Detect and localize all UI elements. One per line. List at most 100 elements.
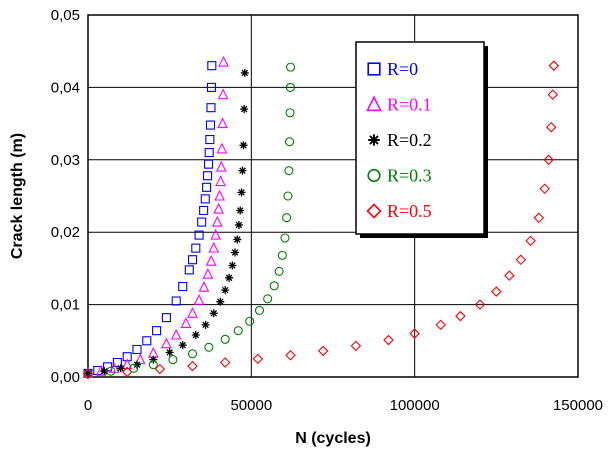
data-point: [204, 342, 214, 352]
data-point: [200, 194, 210, 204]
data-point: [206, 82, 217, 92]
legend-marker: [366, 203, 382, 219]
data-point: [285, 350, 296, 361]
data-point: [285, 108, 295, 118]
data-point: [317, 345, 329, 357]
legend-marker: [366, 95, 382, 112]
data-point: [277, 250, 287, 260]
data-point: [202, 267, 214, 279]
data-point: [205, 120, 216, 130]
data-point: [106, 366, 116, 376]
data-point: [533, 212, 545, 223]
data-point: [282, 213, 292, 223]
data-point: [280, 233, 290, 243]
data-point: [213, 202, 225, 214]
data-point: [455, 310, 466, 322]
x-tick-label: 50000: [230, 397, 272, 414]
legend-marker: [367, 168, 381, 183]
series-r-0: [83, 61, 217, 378]
legend-marker-triangle: [366, 95, 382, 112]
data-point: [168, 355, 178, 365]
data-point: [134, 353, 146, 365]
data-point: [539, 183, 550, 195]
data-point: [112, 357, 122, 368]
legend-label: R=0.2: [387, 130, 432, 150]
data-point: [285, 82, 295, 92]
data-point: [240, 68, 249, 77]
legend-label: R=0.1: [387, 95, 432, 115]
data-point: [283, 191, 293, 201]
data-point: [84, 369, 92, 378]
data-point: [100, 367, 109, 376]
data-point: [221, 286, 230, 295]
y-tick-label: 0,05: [51, 7, 80, 24]
data-point: [350, 340, 362, 352]
data-point: [252, 353, 264, 365]
data-point: [231, 248, 239, 257]
data-point: [187, 349, 198, 359]
x-tick-label: 150000: [553, 397, 603, 414]
y-tick-label: 0,01: [51, 297, 80, 314]
legend: R=0 R=0.1 R=0.2 R=0.3 R=0.5: [355, 41, 488, 238]
data-point: [149, 355, 158, 364]
data-point: [284, 166, 294, 176]
data-point: [239, 141, 248, 150]
data-point: [217, 117, 228, 129]
data-point: [187, 360, 198, 372]
data-point: [116, 364, 125, 373]
data-point: [236, 206, 245, 215]
legend-marker-circle: [367, 168, 381, 183]
data-point: [409, 328, 420, 339]
data-point: [234, 220, 243, 229]
data-point: [217, 88, 229, 100]
data-point: [198, 280, 210, 292]
data-point: [121, 358, 133, 370]
data-point: [129, 363, 139, 373]
data-point: [165, 348, 174, 357]
data-point: [154, 363, 166, 375]
data-point: [132, 344, 142, 355]
data-point: [194, 230, 204, 240]
data-point: [525, 235, 536, 247]
data-point: [201, 320, 210, 329]
data-point: [228, 261, 237, 270]
data-point: [210, 228, 222, 240]
plot-area: [87, 14, 579, 378]
legend-marker-diamond: [366, 203, 382, 219]
data-point: [184, 265, 194, 275]
data-point: [233, 235, 242, 244]
data-point: [199, 205, 209, 216]
data-point: [187, 255, 198, 265]
y-tick-label: 0,03: [51, 152, 80, 169]
data-point: [142, 336, 152, 346]
data-point: [245, 316, 255, 326]
axis-ticks: 0,00 0,01 0,02 0,03 0,04 0,05 0 50000 100000 1500…: [51, 7, 603, 414]
data-point: [205, 254, 217, 266]
legend-marker-square: [367, 62, 381, 76]
data-point: [161, 337, 172, 349]
series-r-0-5: [82, 60, 560, 380]
series-r-0-2: [84, 68, 249, 378]
data-point: [191, 243, 201, 253]
data-point: [263, 294, 273, 304]
x-tick-label: 100000: [390, 397, 440, 414]
data-point: [435, 319, 447, 331]
data-point: [211, 215, 223, 227]
series-r-0-1: [82, 55, 229, 378]
data-point: [133, 360, 141, 369]
data-point: [82, 368, 94, 380]
data-series: [82, 55, 560, 380]
data-point: [171, 296, 181, 306]
data-point: [207, 61, 217, 71]
data-point: [215, 160, 227, 172]
data-point: [220, 334, 230, 344]
data-point: [205, 134, 215, 145]
data-point: [204, 148, 214, 158]
data-point: [238, 166, 247, 175]
data-point: [208, 241, 220, 253]
data-point: [547, 89, 559, 100]
data-point: [383, 334, 394, 346]
legend-label: R=0.5: [387, 201, 432, 221]
data-point: [216, 297, 225, 306]
